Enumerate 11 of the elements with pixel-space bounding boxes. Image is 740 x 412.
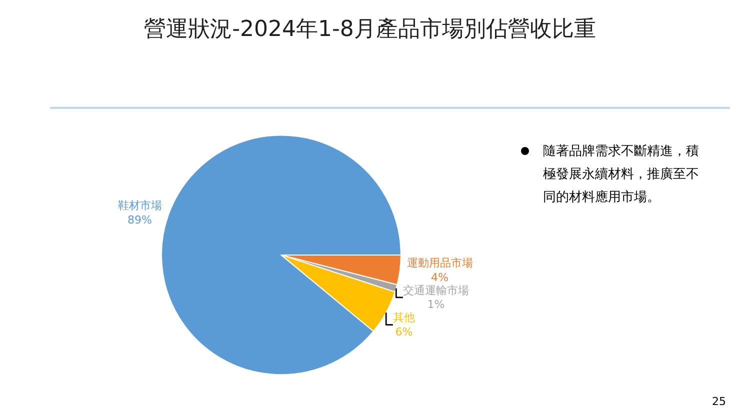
text: 隨著品牌需求不斷精進，積極發展永續材料，推廣至不同的材料應用市場。 (543, 143, 700, 207)
data-label: 89% (128, 213, 152, 226)
slice-label: 運動用品市場 (406, 256, 473, 270)
data-label: 6% (395, 325, 413, 338)
chart-title: 營運狀況-2024年1-8月產品市場別佔營收比重 (144, 17, 596, 42)
data-label: 4% (431, 270, 449, 284)
text: 25 (712, 395, 726, 408)
data-label: 1% (427, 298, 445, 312)
slice-label: 交通運輸市場 (402, 284, 469, 297)
slice-label: 鞋材市場 (118, 199, 162, 212)
slice-label: 其他 (392, 311, 415, 324)
